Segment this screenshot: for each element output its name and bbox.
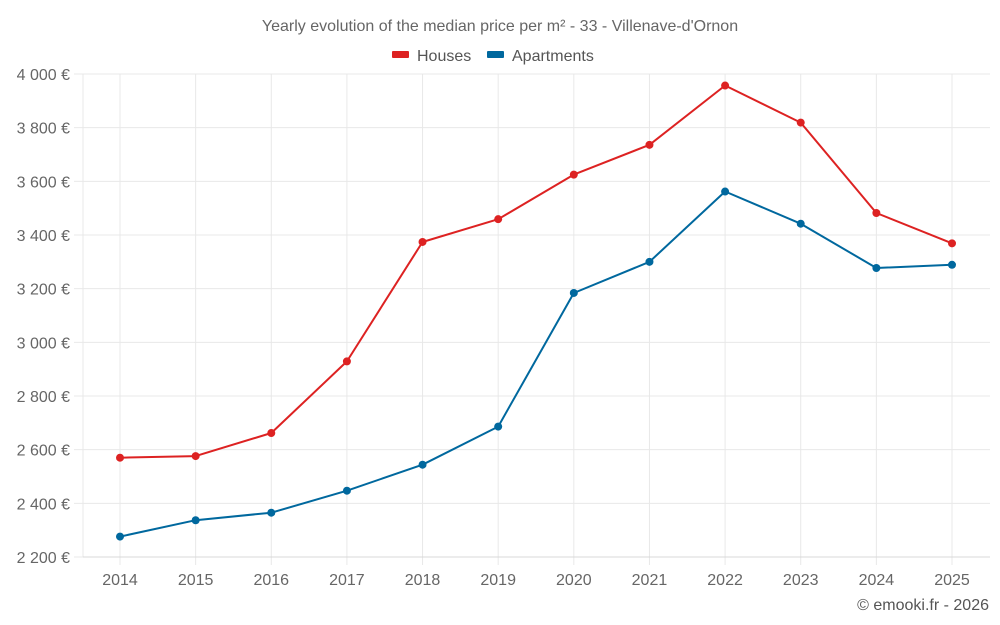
x-tick-label: 2023 (783, 572, 819, 589)
x-tick-label: 2022 (707, 572, 743, 589)
data-point-houses[interactable] (796, 118, 805, 127)
x-tick-label: 2020 (556, 572, 592, 589)
series (116, 81, 956, 541)
y-tick-label: 3 200 € (17, 282, 70, 299)
y-tick-label: 3 800 € (17, 121, 70, 138)
legend-swatch-apartments (487, 51, 504, 58)
x-tick-label: 2016 (253, 572, 289, 589)
y-tick-label: 3 000 € (17, 335, 70, 352)
data-point-apartments[interactable] (645, 257, 654, 266)
legend-label-houses: Houses (417, 48, 471, 65)
axes (82, 74, 990, 558)
data-point-houses[interactable] (116, 453, 124, 462)
y-tick-label: 3 400 € (17, 228, 70, 245)
x-axis-tick-labels: 2014 2015 2016 2017 2018 2019 2020 2021 2022 2023… (102, 572, 970, 589)
x-tick-label: 2024 (859, 572, 895, 589)
x-tick-label: 2014 (102, 572, 138, 589)
data-point-houses[interactable] (267, 429, 276, 438)
data-point-apartments[interactable] (796, 219, 805, 228)
x-tick-label: 2021 (632, 572, 668, 589)
chart-title: Yearly evolution of the median price per… (262, 18, 738, 35)
data-point-houses[interactable] (494, 215, 503, 224)
y-tick-label: 2 400 € (17, 496, 70, 513)
gridlines (74, 73, 990, 565)
data-point-houses[interactable] (418, 237, 427, 246)
y-tick-label: 2 800 € (17, 389, 70, 406)
legend-item-apartments[interactable]: Apartments (487, 48, 594, 65)
legend-label-apartments: Apartments (512, 48, 594, 65)
y-axis-tick-labels: 2 200 € 2 400 € 2 600 € 2 800 € 3 000 € 3 200… (17, 67, 70, 567)
data-point-houses[interactable] (645, 140, 654, 149)
data-point-apartments[interactable] (948, 260, 956, 269)
series-line-houses (119, 84, 953, 459)
data-point-apartments[interactable] (418, 460, 427, 469)
data-point-houses[interactable] (569, 170, 578, 179)
y-tick-label: 2 200 € (17, 550, 70, 567)
legend-item-houses[interactable]: Houses (392, 48, 471, 65)
y-tick-label: 2 600 € (17, 443, 70, 460)
data-point-apartments[interactable] (267, 508, 276, 517)
y-tick-label: 3 600 € (17, 174, 70, 191)
y-tick-label: 4 000 € (17, 67, 70, 84)
data-point-apartments[interactable] (342, 486, 351, 495)
series-houses (116, 81, 956, 462)
data-point-houses[interactable] (191, 452, 200, 461)
data-point-houses[interactable] (342, 357, 351, 366)
legend: Houses Apartments (392, 48, 594, 65)
x-tick-label: 2018 (405, 572, 441, 589)
x-tick-label: 2019 (480, 572, 516, 589)
data-point-apartments[interactable] (494, 422, 503, 431)
data-point-houses[interactable] (872, 208, 881, 217)
x-tick-label: 2025 (934, 572, 970, 589)
data-point-apartments[interactable] (116, 532, 124, 541)
data-point-apartments[interactable] (569, 288, 578, 297)
data-point-houses[interactable] (721, 81, 730, 90)
x-tick-label: 2017 (329, 572, 365, 589)
credit-text: © emooki.fr - 2026 (857, 597, 989, 614)
series-line-apartments (119, 190, 953, 538)
legend-swatch-houses (392, 51, 409, 58)
series-apartments (116, 187, 956, 541)
x-tick-label: 2015 (178, 572, 214, 589)
data-point-apartments[interactable] (872, 264, 881, 273)
data-point-apartments[interactable] (191, 516, 200, 525)
data-point-houses[interactable] (948, 239, 956, 248)
data-point-apartments[interactable] (721, 187, 730, 196)
